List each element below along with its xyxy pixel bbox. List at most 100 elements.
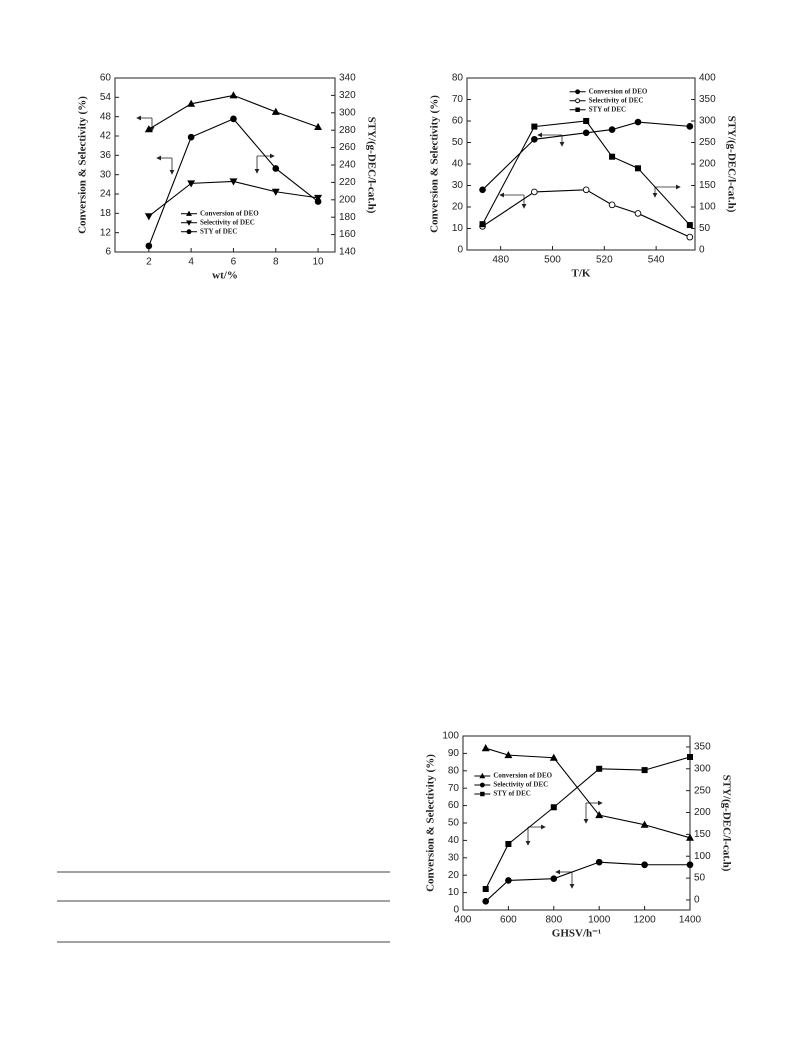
y-tick-label: 40: [448, 835, 460, 846]
marker: [187, 133, 195, 141]
y-tick-label: 80: [448, 765, 460, 776]
y-tick-label: 36: [100, 150, 112, 161]
y2-tick-label: 260: [339, 142, 356, 153]
marker: [531, 123, 538, 130]
marker: [641, 767, 648, 774]
marker: [549, 753, 558, 761]
y2-axis-label: STY/(g-DEC/l-cat.h): [725, 116, 737, 213]
marker: [575, 107, 580, 112]
marker: [271, 107, 280, 115]
x-tick-label: 1200: [633, 915, 656, 926]
marker: [686, 753, 694, 760]
x-axis-label: T/K: [572, 268, 591, 280]
legend-label: Conversion of DEO: [589, 87, 648, 95]
legend-label: Selectivity of DEC: [200, 218, 255, 226]
marker: [479, 772, 486, 779]
y2-tick-label: 180: [339, 212, 356, 223]
series-line: [485, 861, 690, 902]
y-tick-label: 20: [448, 870, 460, 881]
y-tick-label: 10: [452, 223, 464, 234]
y-tick-label: 18: [100, 208, 112, 219]
y2-tick-label: 100: [694, 851, 711, 862]
x-tick-label: 1400: [679, 915, 702, 926]
y2-tick-label: 300: [694, 763, 711, 774]
y2-axis-label: STY/(g-DEC/l-cat.h): [365, 117, 377, 214]
marker: [550, 804, 557, 811]
arrows: [136, 115, 681, 889]
marker: [640, 820, 649, 828]
marker: [686, 233, 694, 241]
y-tick-label: 90: [448, 748, 460, 759]
marker: [686, 861, 694, 869]
y2-tick-label: 300: [699, 116, 716, 127]
marker: [634, 118, 642, 126]
y2-tick-label: 100: [699, 202, 716, 213]
marker: [481, 744, 490, 752]
marker: [186, 210, 192, 216]
marker: [230, 115, 237, 123]
y2-tick-label: 0: [699, 245, 705, 256]
marker: [272, 165, 280, 172]
series-line: [148, 94, 319, 130]
y2-tick-label: 0: [694, 895, 700, 906]
marker: [686, 222, 693, 229]
y-tick-label: 12: [100, 227, 112, 238]
marker: [187, 99, 196, 107]
y2-axis-label: STY/(g-DEC/l-cat.h): [720, 775, 732, 872]
x-tick-label: 10: [313, 257, 325, 268]
marker: [531, 188, 538, 196]
marker: [686, 833, 694, 841]
marker: [482, 886, 489, 893]
y-tick-label: 20: [452, 202, 464, 213]
y-tick-label: 30: [452, 180, 464, 191]
x-tick-label: 500: [544, 255, 561, 266]
x-tick-label: 8: [273, 257, 279, 268]
marker: [479, 186, 486, 194]
legend-label: STY of DEC: [589, 105, 626, 113]
marker: [641, 861, 648, 869]
y-tick-label: 50: [448, 818, 460, 829]
marker: [608, 201, 616, 209]
marker: [596, 765, 603, 772]
legend-label: Conversion of DEO: [200, 209, 259, 217]
x-axis-label: GHSV/h⁻¹: [552, 928, 601, 940]
marker: [479, 782, 485, 788]
y2-tick-label: 300: [339, 107, 356, 118]
marker: [479, 221, 486, 228]
marker: [609, 153, 616, 160]
marker: [531, 135, 538, 143]
marker: [145, 242, 153, 250]
y2-tick-label: 320: [339, 90, 356, 101]
marker: [505, 840, 512, 847]
x-axis-label: wt/%: [212, 270, 238, 282]
y2-tick-label: 250: [694, 785, 711, 796]
marker: [634, 165, 642, 172]
marker: [575, 98, 581, 104]
marker: [505, 877, 512, 884]
x-tick-label: 800: [545, 915, 562, 926]
legend-label: Conversion of DEO: [493, 772, 552, 780]
y2-tick-label: 150: [694, 829, 711, 840]
y-tick-label: 0: [453, 905, 459, 916]
y-tick-label: 60: [100, 73, 112, 84]
marker: [582, 129, 590, 137]
marker: [186, 229, 192, 235]
y-tick-label: 54: [100, 92, 112, 103]
marker: [144, 213, 153, 221]
y-tick-label: 30: [448, 852, 460, 863]
marker: [229, 178, 238, 186]
y2-tick-label: 250: [699, 137, 716, 148]
plot-frame: [462, 735, 691, 911]
x-tick-label: 480: [492, 255, 509, 266]
series-line: [485, 747, 691, 839]
y2-tick-label: 200: [694, 807, 711, 818]
y2-tick-label: 140: [339, 247, 356, 258]
series-line: [482, 189, 691, 238]
y-tick-label: 80: [452, 73, 464, 84]
marker: [482, 897, 490, 905]
legend-label: STY of DEC: [493, 790, 530, 798]
marker: [229, 91, 238, 99]
y2-tick-label: 350: [699, 94, 716, 105]
